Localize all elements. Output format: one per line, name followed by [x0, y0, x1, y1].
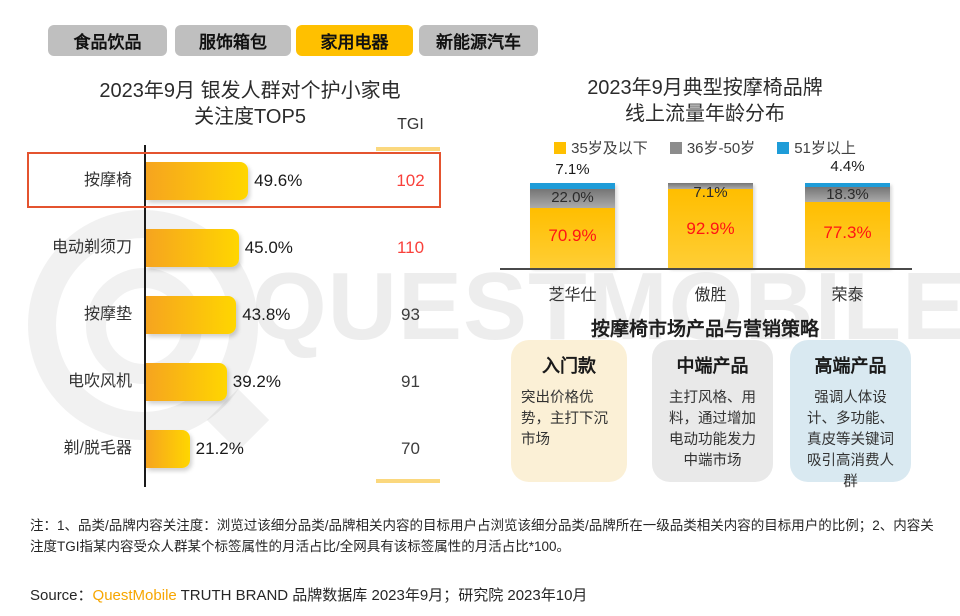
tab-food-beverage[interactable]: 食品饮品 — [48, 25, 167, 56]
bar — [146, 162, 249, 200]
bar-value-label: 21.2% — [195, 439, 244, 458]
segment-36-50 — [530, 189, 615, 208]
segment-under35 — [530, 207, 615, 268]
tab-home-appliances[interactable]: 家用电器 — [296, 25, 413, 56]
footnote: 注：1、品类/品牌内容关注度：浏览过该细分品类/品牌相关内容的目标用户占浏览该细… — [30, 518, 934, 554]
card-body: 强调人体设计、多功能、真皮等关键词吸引高消费人群 — [807, 390, 894, 491]
bar-row-massage-chair: 按摩椅 49.6% 102 — [0, 162, 460, 200]
segment-under35 — [668, 189, 753, 268]
stacked-bar-aosheng: 7.1% 92.9% — [668, 183, 753, 268]
legend-item-36-50: 36岁-50岁 — [669, 137, 756, 158]
legend-item-over51: 51岁以上 — [777, 137, 856, 158]
source-prefix: Source： — [30, 587, 93, 604]
right-chart-title: 2023年9月典型按摩椅品牌 线上流量年龄分布 — [495, 75, 915, 127]
tgi-column-header: TGI — [397, 116, 424, 133]
stacked-bar-zhihuashi: 22.0% 70.9% — [530, 183, 615, 268]
segment-over51 — [805, 183, 890, 187]
stacked-bar-rongtai: 18.3% 77.3% — [805, 183, 890, 268]
legend-swatch-yellow — [554, 141, 567, 154]
category-label: 电动剃须刀 — [51, 239, 132, 256]
bar-row-hair-remover: 剃/脱毛器 21.2% 70 — [0, 430, 460, 468]
brand-label-rongtai: 荣泰 — [831, 287, 864, 304]
stack-label-36-50: 7.1% — [693, 184, 728, 201]
source-brand: QuestMobile — [92, 587, 177, 604]
left-chart-title-line2: 关注度TOP5 — [194, 106, 306, 128]
strategy-card-high-end: 高端产品 强调人体设计、多功能、真皮等关键词吸引高消费人群 — [790, 340, 911, 490]
tgi-value: 102 — [396, 171, 425, 190]
bar-value-label: 43.8% — [242, 305, 291, 324]
legend-item-under35: 35岁及以下 — [554, 137, 648, 158]
bar-row-massage-pad: 按摩垫 43.8% 93 — [0, 296, 460, 334]
bar-value-label: 45.0% — [244, 238, 293, 257]
legend-label: 35岁及以下 — [571, 140, 648, 157]
tgi-value: 70 — [401, 439, 420, 458]
bar-row-hair-dryer: 电吹风机 39.2% 91 — [0, 363, 460, 401]
legend-label: 36岁-50岁 — [686, 140, 756, 157]
segment-under35 — [805, 202, 890, 268]
card-title: 中端产品 — [676, 356, 749, 376]
right-chart-title-line2: 线上流量年龄分布 — [625, 103, 785, 125]
segment-over51 — [530, 183, 615, 190]
bar — [146, 430, 190, 468]
right-chart-x-axis — [500, 268, 912, 270]
segment-36-50 — [805, 186, 890, 203]
category-label: 电吹风机 — [67, 373, 132, 390]
legend-label: 51岁以上 — [794, 140, 856, 157]
bar-row-electric-shaver: 电动剃须刀 45.0% 110 — [0, 229, 460, 267]
left-chart-y-axis — [144, 145, 146, 487]
card-body: 主打风格、用料，通过增加电动功能发力中端市场 — [669, 390, 756, 470]
legend-swatch-gray — [669, 141, 682, 154]
source-line: Source：QuestMobile TRUTH BRAND 品牌数据库 202… — [30, 584, 587, 605]
tgi-value: 91 — [401, 372, 420, 391]
bar — [146, 229, 239, 267]
category-label: 按摩椅 — [83, 172, 132, 189]
tab-apparel-bags[interactable]: 服饰箱包 — [175, 25, 291, 56]
segment-36-50 — [668, 183, 753, 190]
tgi-column-top-rule — [376, 147, 440, 151]
tab-new-energy-vehicles[interactable]: 新能源汽车 — [419, 25, 538, 56]
highlight-box-massage-chair — [27, 152, 441, 208]
stack-label-36-50: 22.0% — [551, 189, 594, 206]
category-label: 剃/脱毛器 — [63, 440, 132, 457]
stack-label-under35: 70.9% — [548, 226, 597, 245]
bar — [146, 296, 237, 334]
bar — [146, 363, 227, 401]
age-legend: 35岁及以下 36岁-50岁 51岁以上 — [495, 137, 915, 158]
right-chart-title-line1: 2023年9月典型按摩椅品牌 — [587, 77, 823, 99]
card-title: 高端产品 — [814, 356, 887, 376]
source-rest: TRUTH BRAND 品牌数据库 2023年9月；研究院 2023年10月 — [176, 587, 588, 604]
tgi-column-bottom-rule — [376, 479, 440, 483]
bar-value-label: 49.6% — [254, 171, 303, 190]
legend-swatch-blue — [777, 141, 790, 154]
bar-value-label: 39.2% — [232, 372, 281, 391]
stack-label-under35: 77.3% — [823, 223, 872, 242]
stack-label-over51: 7.1% — [555, 161, 590, 178]
left-chart-title: 2023年9月 银发人群对个护小家电 关注度TOP5 — [40, 78, 460, 130]
card-body: 突出价格优势，主打下沉市场 — [521, 390, 608, 449]
strategy-card-entry-level: 入门款 突出价格优势，主打下沉市场 — [511, 340, 627, 482]
strategy-section-title: 按摩椅市场产品与营销策略 — [590, 319, 819, 340]
brand-label-aosheng: 傲胜 — [694, 287, 727, 304]
stack-label-under35: 92.9% — [686, 219, 735, 238]
tgi-value: 93 — [401, 305, 420, 324]
card-title: 入门款 — [542, 356, 596, 376]
tgi-value: 110 — [396, 238, 425, 257]
category-label: 按摩垫 — [83, 306, 132, 323]
stack-label-over51: 4.4% — [830, 158, 865, 175]
brand-label-zhihuashi: 芝华仕 — [548, 287, 597, 304]
left-chart-title-line1: 2023年9月 银发人群对个护小家电 — [99, 80, 401, 102]
strategy-card-mid-range: 中端产品 主打风格、用料，通过增加电动功能发力中端市场 — [652, 340, 773, 482]
stack-label-36-50: 18.3% — [826, 186, 869, 203]
